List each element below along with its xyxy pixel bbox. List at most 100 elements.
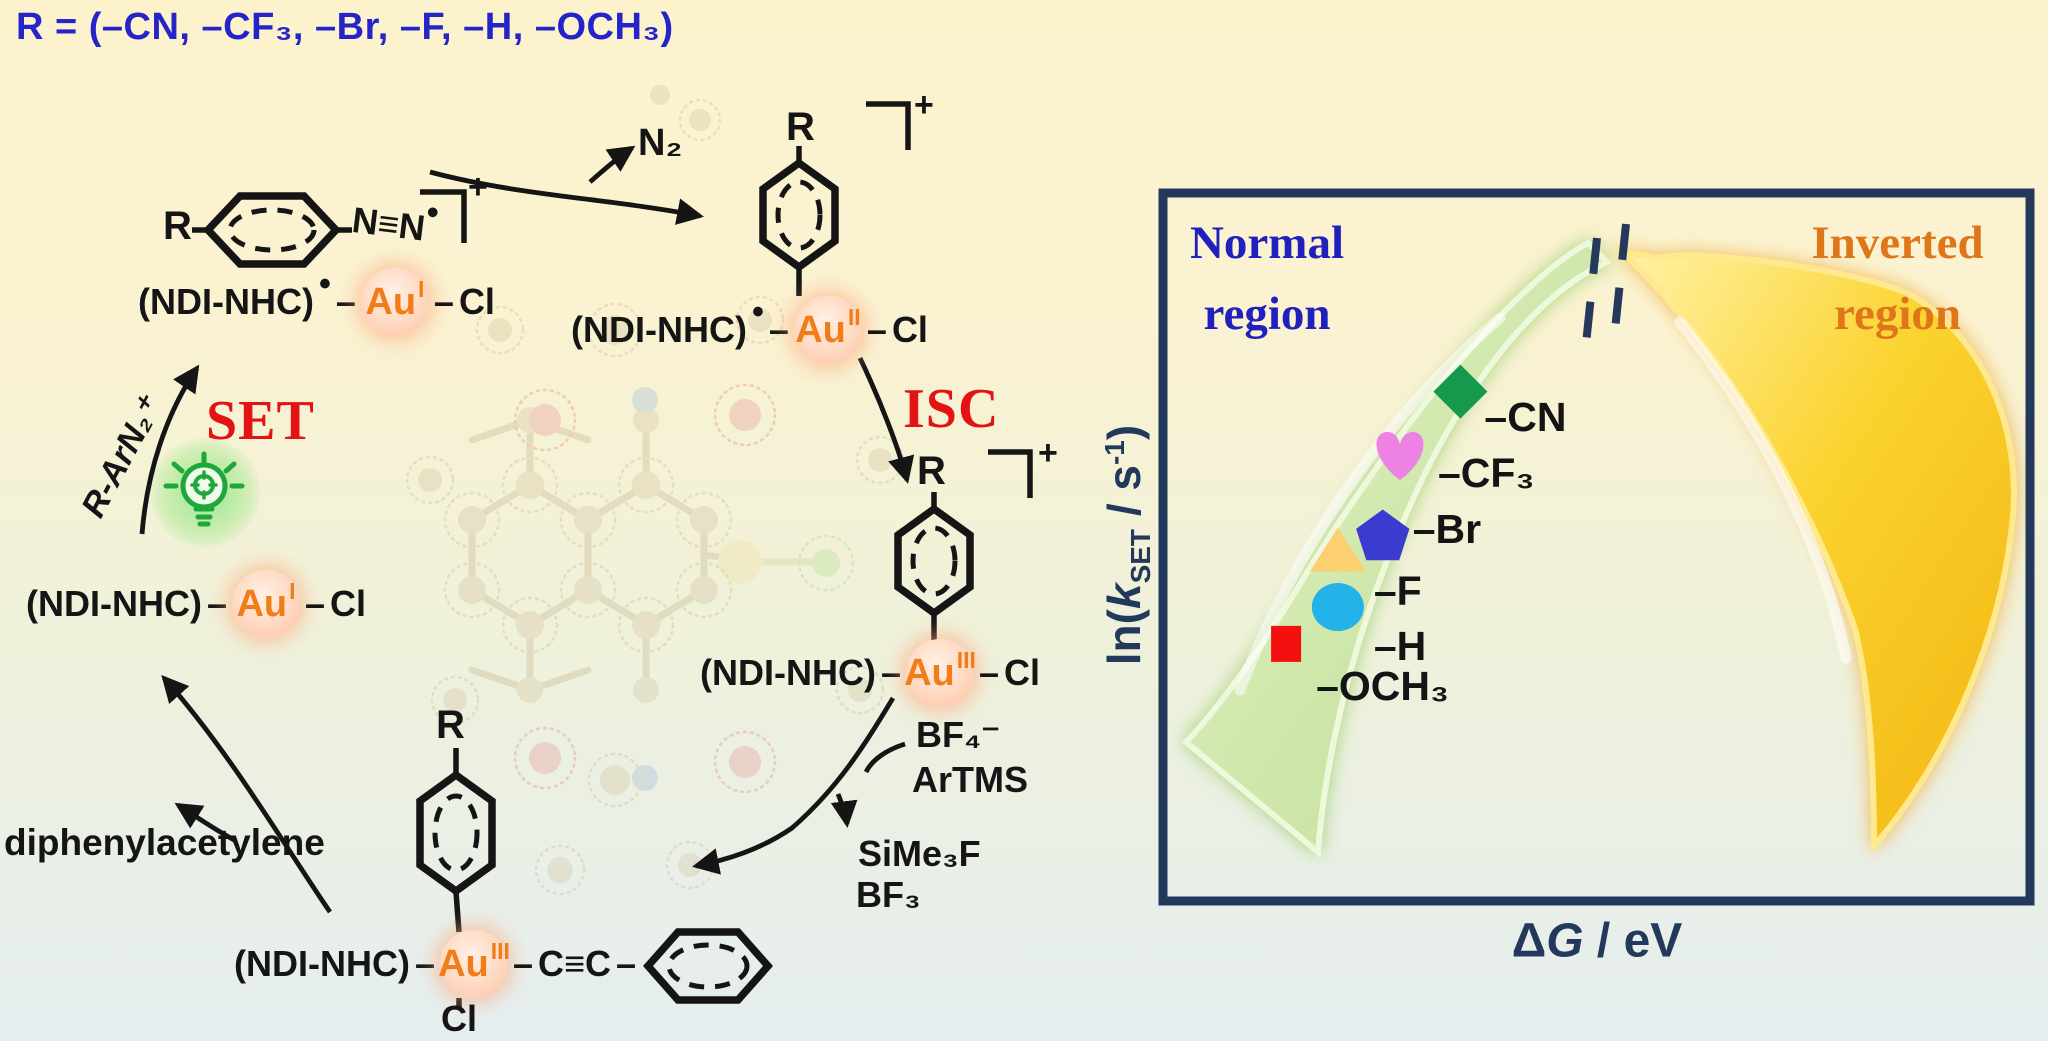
au-symbol: Au [438, 942, 489, 985]
cation-brackets [420, 101, 1033, 498]
ylabel-sub: SET [1125, 528, 1156, 584]
bond-dash: – [768, 309, 789, 350]
bf3-label: BF₃ [856, 874, 921, 915]
complex-au2: (NDI-NHC) • – Au II – Cl [571, 295, 928, 364]
background-molecule-image [405, 85, 905, 896]
marker-label: –CN [1484, 393, 1567, 440]
sime3f-label: SiMe₃F [858, 833, 981, 874]
scatter-marker-heart [1376, 432, 1424, 481]
normal-region-label: Normal region [1172, 208, 1362, 349]
lightbulb-icon [163, 451, 245, 527]
gold-center: Au III [438, 930, 510, 998]
region-word: region [1833, 287, 1962, 340]
ndi-nhc-ligand: (NDI-NHC) [234, 943, 410, 984]
xlabel-delta: Δ [1511, 914, 1547, 968]
radical-dot: • [424, 192, 441, 233]
oxidation-state: I [418, 275, 425, 302]
bond-dash: – [433, 281, 454, 322]
bf4-label: BF₄⁻ [916, 714, 1001, 755]
artms-label: ArTMS [912, 759, 1028, 800]
scatter-marker-circle [1311, 583, 1364, 632]
cl-ligand: Cl [458, 281, 495, 322]
complex-au3-acetylide: (NDI-NHC) – Au III – C≡C – [234, 930, 636, 998]
inverted-region-band [1612, 247, 2017, 855]
marker-label: –F [1373, 568, 1422, 615]
au-symbol: Au [236, 582, 288, 625]
gold-center: Au I [360, 268, 429, 336]
plot-frame [1158, 188, 2035, 906]
gold-center: Au II [793, 296, 862, 364]
oxidation-state: II [847, 303, 861, 330]
substituent-legend: R = (–CN, –CF₃, –Br, –F, –H, –OCH₃) [16, 6, 674, 48]
reaction-arrows [139, 145, 915, 914]
cl-ligand: Cl [1004, 652, 1041, 693]
complex-au1-top: (NDI-NHC) • – Au I – Cl [138, 267, 495, 336]
inverted-word: Inverted [1811, 217, 1984, 269]
scatter-marker-pentagon [1356, 509, 1410, 561]
cl-ligand: Cl [330, 583, 367, 624]
complex-au3: (NDI-NHC) – Au III – Cl [700, 639, 1040, 707]
scatter-marker-diamond [1433, 364, 1488, 419]
bonds [192, 146, 937, 1008]
isc-label: ISC [903, 378, 1000, 440]
marker-label: –CF₃ [1438, 450, 1535, 497]
complex-au1-left: (NDI-NHC) – Au I – Cl [26, 570, 366, 638]
bond-dash: – [616, 943, 637, 984]
ndi-nhc-ligand: (NDI-NHC) [571, 309, 747, 350]
alkyne-group: C≡C [538, 943, 612, 984]
gold-center: Au III [904, 639, 976, 707]
inverted-region-label: Inverted region [1790, 208, 2005, 349]
set-label: SET [206, 390, 315, 452]
au-symbol: Au [904, 651, 955, 694]
marker-label: –H [1373, 623, 1427, 670]
r-substituent-label: R [163, 204, 192, 248]
r-substituent-label: R [786, 105, 815, 149]
ylabel-pre: ln( [1098, 609, 1150, 666]
ndi-nhc-ligand: (NDI-NHC) [26, 583, 202, 624]
cation-charge: + [1038, 434, 1058, 472]
apex-dashed-marks [1582, 223, 1630, 345]
cl-ligand: Cl [891, 309, 928, 350]
ndi-nhc-ligand: (NDI-NHC) [138, 281, 314, 322]
y-axis-label: ln(kSET / s-1) [1097, 425, 1157, 665]
bond-dash: – [880, 652, 901, 693]
oxidation-state: III [956, 646, 976, 673]
normal-word: Normal [1189, 217, 1344, 269]
r-substituent-label: R [436, 703, 465, 747]
ylabel-close: ) [1098, 424, 1150, 441]
n2-release-label: N₂ [638, 122, 683, 164]
marker-label: –Br [1412, 505, 1482, 552]
bond-dash: – [979, 652, 1000, 693]
cl-ligand: Cl [441, 998, 477, 1039]
bond-dash: – [414, 943, 435, 984]
cation-charge: + [468, 168, 488, 206]
ylabel-mid: / s [1098, 465, 1150, 529]
au-symbol: Au [795, 308, 846, 351]
scatter-marker-triangle [1309, 527, 1366, 572]
xlabel-g: G [1546, 914, 1584, 968]
ndi-nhc-ligand: (NDI-NHC) [700, 652, 876, 693]
diphenylacetylene-label: diphenylacetylene [4, 822, 325, 863]
oxidation-state: I [289, 577, 296, 604]
oxidation-state: III [490, 937, 510, 964]
xlabel-rest: / eV [1583, 914, 1683, 968]
marcus-plot [1158, 188, 2035, 906]
bond-dash: – [206, 583, 227, 624]
cation-charge: + [914, 86, 934, 124]
x-axis-label: ΔG / eV [1512, 914, 1683, 969]
marker-label: –OCH₃ [1316, 662, 1449, 709]
gold-center: Au I [232, 570, 300, 638]
ylabel-sup: -1 [1099, 440, 1130, 466]
bond-dash: – [335, 281, 356, 322]
region-word: region [1203, 287, 1331, 340]
n2-group-text: N≡N [349, 198, 428, 249]
scatter-markers [1271, 364, 1488, 662]
ylabel-k: k [1098, 583, 1150, 610]
au-symbol: Au [365, 280, 417, 323]
r-substituent-label: R [917, 449, 946, 493]
benzene-rings [202, 158, 974, 1004]
bond-dash: – [305, 583, 326, 624]
bond-dash: – [866, 309, 887, 350]
